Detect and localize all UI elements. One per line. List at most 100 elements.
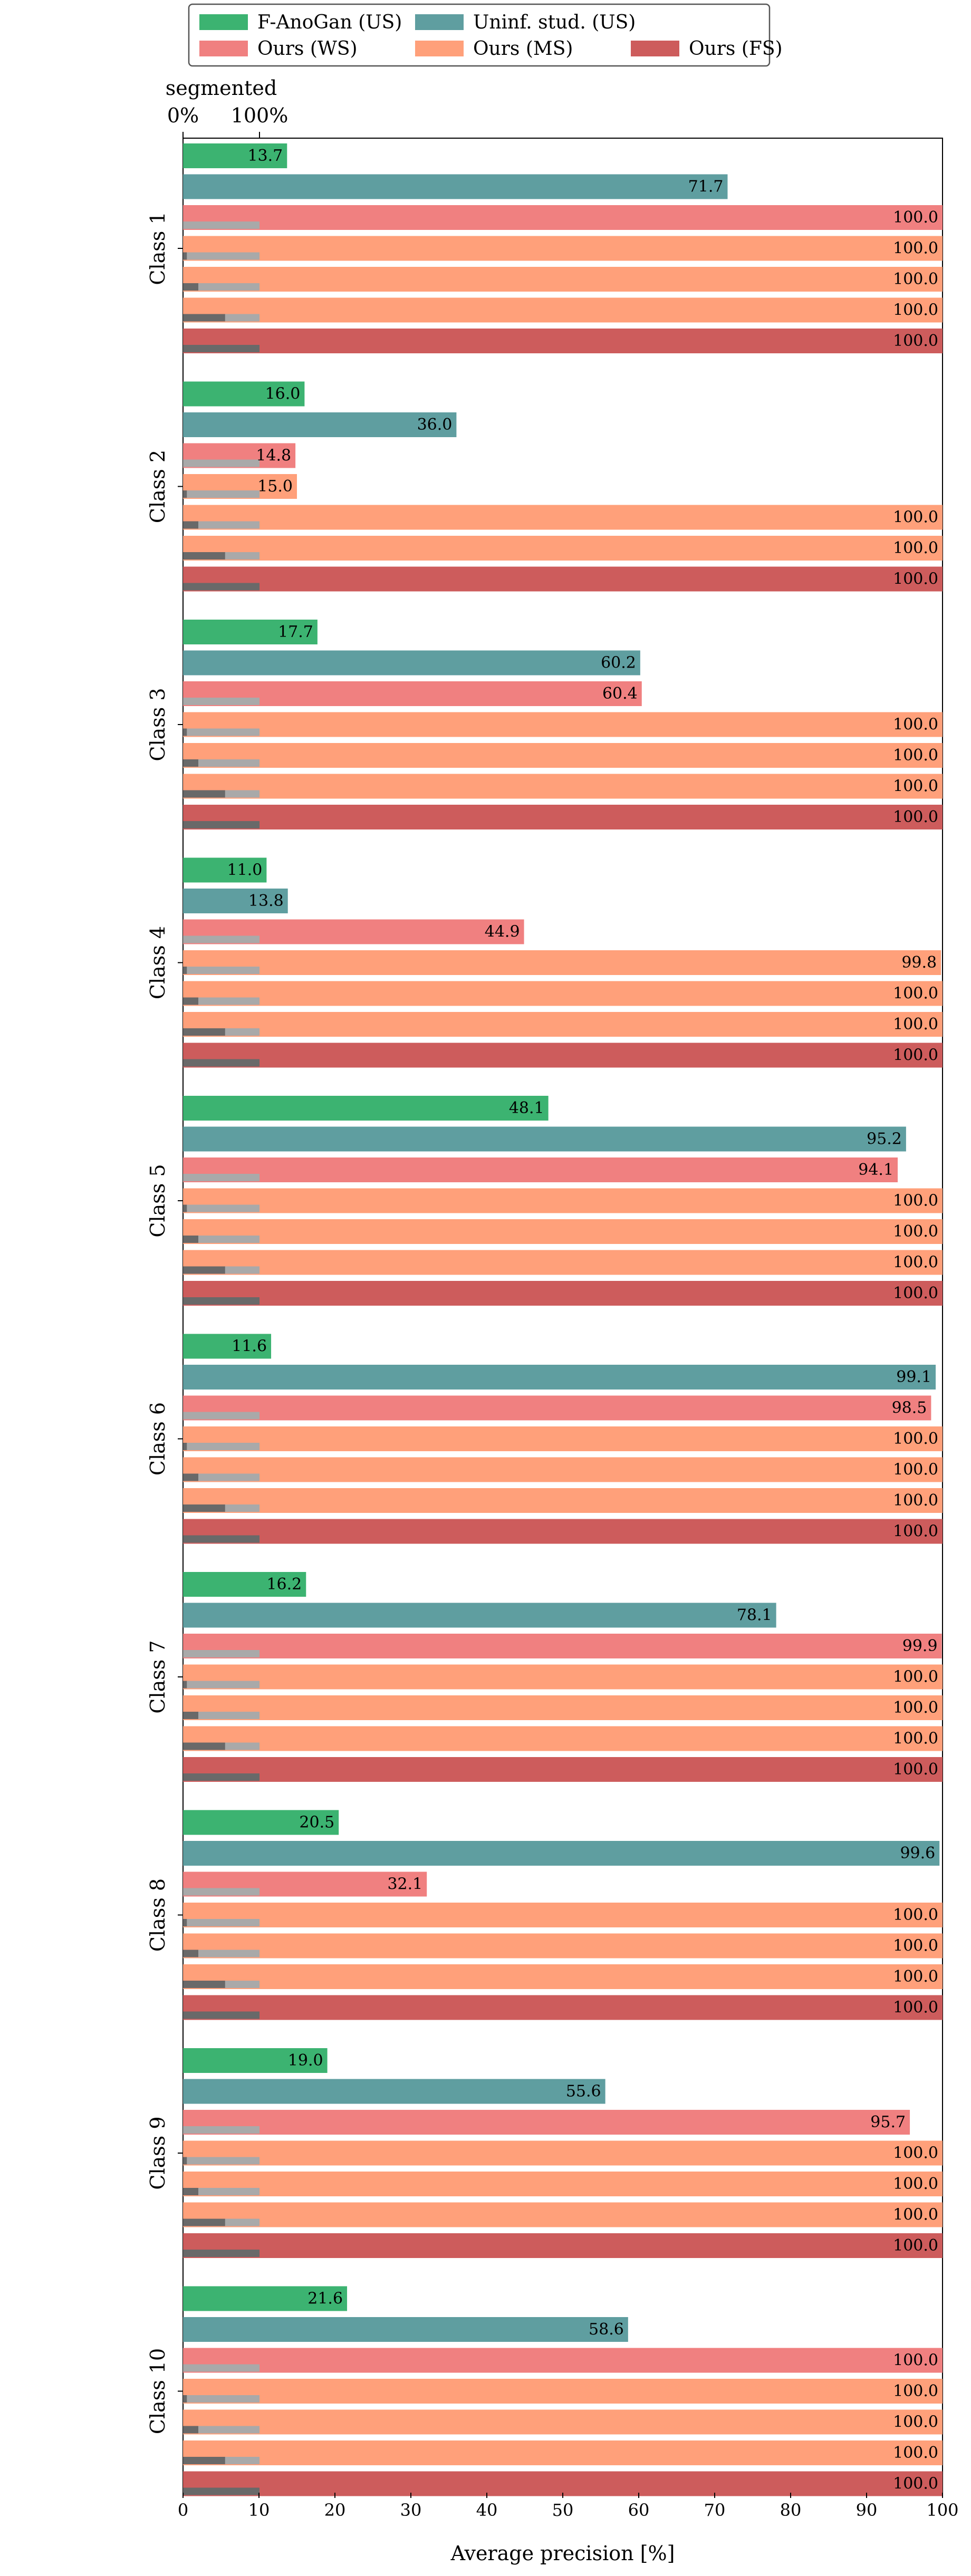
bar-value-label: 98.5 <box>892 1399 927 1417</box>
segmented-fill <box>183 2395 187 2403</box>
segmented-track <box>183 1650 259 1657</box>
segmented-fill <box>183 1742 225 1750</box>
bar-value-label: 100.0 <box>893 270 938 288</box>
bar-value-label: 100.0 <box>893 508 938 527</box>
legend-label: Ours (WS) <box>257 38 358 60</box>
bar <box>183 1281 943 1306</box>
x-tick-label: 40 <box>476 2500 498 2520</box>
segmented-fill <box>183 583 259 591</box>
bar-value-label: 11.6 <box>232 1337 267 1356</box>
bar <box>183 1933 943 1958</box>
bar <box>183 1519 943 1544</box>
segmented-track <box>183 1204 259 1212</box>
bar-value-label: 15.0 <box>257 477 293 496</box>
segmented-fill <box>183 997 198 1005</box>
segmented-fill <box>183 552 225 559</box>
segmented-track <box>183 997 259 1005</box>
segmented-track <box>183 728 259 736</box>
bar-value-label: 99.9 <box>902 1637 938 1655</box>
bar <box>183 805 943 829</box>
bar-value-label: 99.8 <box>901 953 937 972</box>
segmented-track <box>183 2157 259 2165</box>
bar <box>183 1457 943 1482</box>
segmented-fill <box>183 821 259 828</box>
bar-value-label: 100.0 <box>893 1192 938 1210</box>
bar <box>183 857 267 883</box>
bar-value-label: 100.0 <box>893 1760 938 1779</box>
bar <box>183 2172 943 2196</box>
segmented-fill <box>183 490 187 498</box>
bar-value-label: 100.0 <box>893 539 938 557</box>
bar <box>183 2048 328 2073</box>
segmented-track <box>183 698 259 705</box>
bar <box>183 1903 943 1927</box>
bar-value-label: 100.0 <box>893 2475 938 2493</box>
bar <box>183 1841 940 1866</box>
segmented-fill <box>183 759 198 767</box>
y-tick-label: Class 1 <box>146 211 169 285</box>
segmented-fill <box>183 2157 187 2165</box>
bar <box>183 1695 943 1720</box>
segmented-fill <box>183 521 198 529</box>
bar <box>183 1726 943 1751</box>
segmented-track <box>183 1174 259 1181</box>
bar-value-label: 60.4 <box>602 684 638 703</box>
bar-value-label: 17.7 <box>278 623 313 641</box>
bar-value-label: 20.5 <box>299 1813 334 1832</box>
segmented-track <box>183 2364 259 2372</box>
bar-value-label: 100.0 <box>893 1284 938 1303</box>
x-axis: 0 10 20 30 40 50 60 70 80 90 100 <box>178 2493 959 2520</box>
bar-value-label: 13.7 <box>247 147 283 165</box>
legend-label: Uninf. stud. (US) <box>473 12 636 33</box>
bar-value-label: 36.0 <box>417 416 453 434</box>
segmented-fill <box>183 283 198 291</box>
bar <box>183 2348 943 2373</box>
legend-frame <box>188 3 771 67</box>
bar <box>183 566 943 592</box>
segmented-track <box>183 490 259 498</box>
bar-value-label: 100.0 <box>893 1699 938 1717</box>
segmented-fill <box>183 2457 225 2464</box>
bars: 13.7 71.7 100.0 100.0 100.0 100.0 100.0 16.0 36.… <box>183 143 943 2496</box>
segmented-track <box>183 1473 259 1481</box>
segmented-axis-title: segmented <box>166 76 277 100</box>
segmented-fill <box>183 1473 198 1481</box>
y-tick-label: Class 3 <box>146 688 169 761</box>
bar <box>183 650 640 676</box>
bar <box>183 743 943 768</box>
bar <box>183 1572 306 1597</box>
bar <box>183 620 318 644</box>
bar <box>183 950 941 975</box>
bar-value-label: 100.0 <box>893 1461 938 1479</box>
segmented-track <box>183 2126 259 2134</box>
segmented-fill <box>183 790 225 798</box>
segmented-fill <box>183 1535 259 1543</box>
bar-value-label: 100.0 <box>893 716 938 734</box>
bar-value-label: 100.0 <box>893 1937 938 1955</box>
bar-value-label: 100.0 <box>893 239 938 258</box>
segmented-fill <box>183 2426 198 2434</box>
bar-value-label: 16.2 <box>266 1575 302 1594</box>
y-tick-label: Class 2 <box>146 450 169 523</box>
bar <box>183 2286 348 2311</box>
segmented-fill <box>183 314 225 322</box>
bar-value-label: 94.1 <box>858 1161 893 1179</box>
bar-value-label: 100.0 <box>893 1668 938 1686</box>
y-tick-label: Class 6 <box>146 1402 169 1475</box>
bar <box>183 1426 943 1451</box>
x-tick-label: 10 <box>248 2500 270 2520</box>
bar <box>183 1488 943 1513</box>
bar <box>183 1219 943 1244</box>
legend-swatch <box>415 14 464 30</box>
segmented-track <box>183 1443 259 1450</box>
bar-value-label: 100.0 <box>893 1222 938 1241</box>
bar-value-label: 100.0 <box>893 2444 938 2462</box>
bar-value-label: 100.0 <box>893 2175 938 2193</box>
segmented-track <box>183 2426 259 2434</box>
segmented-track <box>183 1919 259 1926</box>
bar <box>183 1964 943 1989</box>
bar <box>183 267 943 292</box>
bar <box>183 1126 906 1152</box>
bar <box>183 174 728 199</box>
